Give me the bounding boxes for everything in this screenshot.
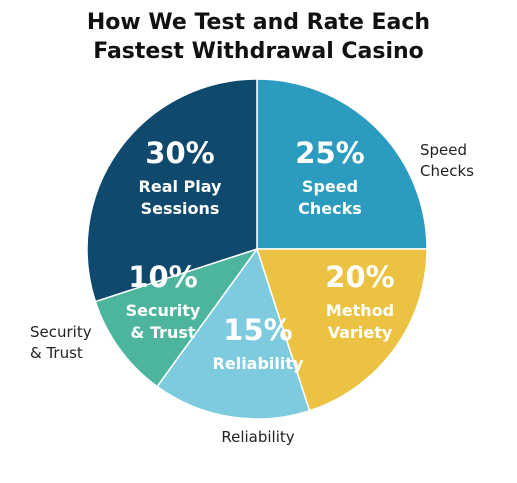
slice-percent-speed-checks: 25% [295, 136, 364, 170]
outer-label-security-trust-line-2: & Trust [30, 344, 83, 362]
chart-title-line-1: How We Test and Rate Each [86, 10, 431, 35]
outer-label-reliability: Reliability [221, 428, 294, 446]
slice-label-speed-checks-line-2: Checks [298, 199, 362, 218]
outer-label-speed-checks-line-2: Checks [420, 162, 474, 180]
outer-label-speed-checks-line-1: Speed [420, 141, 467, 159]
chart-title-line-2: Fastest Withdrawal Casino [93, 39, 424, 64]
slice-percent-method-variety: 20% [325, 260, 394, 294]
slice-label-security-trust-line-1: Security [126, 301, 201, 320]
slice-percent-reliability: 15% [223, 313, 292, 347]
slice-percent-security-trust: 10% [128, 260, 197, 294]
outer-label-security-trust-line-1: Security [30, 323, 92, 341]
pie-slice-real-play-sessions [86, 78, 258, 303]
slice-label-real-play-sessions-line-1: Real Play [139, 177, 223, 196]
slice-label-real-play-sessions-line-2: Sessions [141, 199, 220, 218]
outer-label-reliability-line-1: Reliability [221, 428, 294, 446]
pie-slices [86, 78, 428, 420]
pie-slice-reliability [156, 247, 311, 420]
pie-slice-speed-checks [256, 78, 428, 250]
outer-label-speed-checks: Speed Checks [420, 141, 474, 180]
outer-label-security-trust: Security & Trust [30, 323, 96, 362]
slice-label-method-variety-line-1: Method [326, 301, 394, 320]
chart-title: How We Test and Rate Each Fastest Withdr… [0, 8, 517, 66]
pie-inner-labels: 25% Speed Checks 20% Method Variety 15% Reliabi… [126, 136, 395, 373]
slice-label-reliability-line-1: Reliability [213, 354, 304, 373]
slice-label-speed-checks-line-1: Speed [302, 177, 358, 196]
slice-label-method-variety-line-2: Variety [328, 323, 393, 342]
pie-slice-method-variety [255, 248, 428, 412]
slice-percent-real-play-sessions: 30% [145, 136, 214, 170]
pie-outer-labels: Speed Checks Security & Trust Reliabilit… [30, 141, 474, 446]
pie-slice-security-trust [94, 247, 259, 388]
slice-label-security-trust-line-2: & Trust [130, 323, 195, 342]
